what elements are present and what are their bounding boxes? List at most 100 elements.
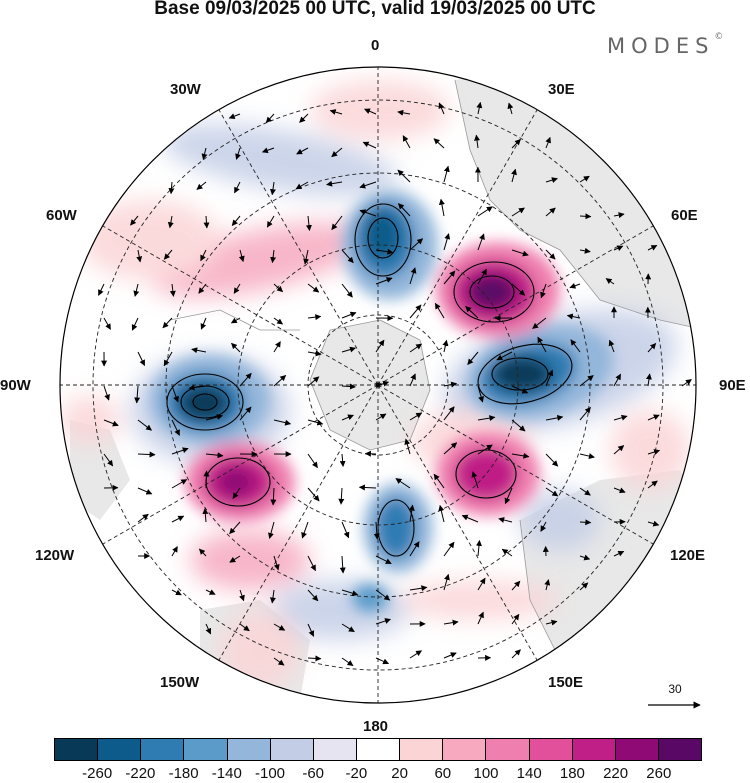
wind-arrow xyxy=(307,589,319,602)
wind-arrow xyxy=(443,573,450,591)
wind-arrow xyxy=(579,554,591,561)
wind-arrow xyxy=(511,385,529,394)
wind-arrow xyxy=(511,207,525,217)
lon-label-60w: 60W xyxy=(46,207,77,224)
wind-arrow xyxy=(613,245,624,252)
wind-arrow xyxy=(442,339,449,353)
wind-arrow xyxy=(270,249,277,264)
wind-arrow xyxy=(409,541,420,557)
lon-label-120e: 120E xyxy=(670,547,706,564)
wind-arrow xyxy=(579,175,590,183)
wind-arrow xyxy=(341,414,354,421)
wind-arrow xyxy=(511,580,521,591)
wind-arrow xyxy=(307,623,315,637)
wind-arrow xyxy=(443,541,455,557)
wind-arrow xyxy=(341,249,354,264)
colorbar-swatch xyxy=(141,739,185,760)
wind-arrow xyxy=(443,381,458,388)
colorbar-tick-label: -100 xyxy=(254,765,286,782)
wind-arrow xyxy=(238,249,245,263)
wind-arrow xyxy=(167,215,174,229)
wind-arrow xyxy=(362,141,377,149)
wind-arrow xyxy=(375,277,393,285)
wind-arrow xyxy=(511,249,529,257)
wind-arrow xyxy=(409,267,417,285)
wind-arrow xyxy=(270,487,277,506)
wind-arrow xyxy=(647,520,660,527)
wind-arrow xyxy=(205,452,224,459)
wind-arrow xyxy=(239,623,250,632)
wind-arrow xyxy=(498,517,513,523)
wind-arrow xyxy=(532,317,547,329)
graticule xyxy=(60,67,696,703)
wind-arrow xyxy=(234,181,241,194)
wind-arrow xyxy=(438,102,445,115)
wind-arrow xyxy=(163,249,173,260)
wind-arrow xyxy=(341,346,356,353)
wind-arrow xyxy=(474,134,480,149)
wind-arrow xyxy=(134,385,141,404)
wind-arrow xyxy=(375,589,391,601)
wind-arrow xyxy=(545,249,556,260)
colorbar-tick-label: 220 xyxy=(603,765,629,782)
wind-arrow xyxy=(511,452,530,459)
wind-arrow xyxy=(511,283,526,296)
lon-label-60e: 60E xyxy=(671,207,698,224)
wind-arrow xyxy=(162,317,173,329)
colorbar-tick-label: -140 xyxy=(211,765,242,782)
wind-arrow xyxy=(397,109,411,116)
wind-arrow xyxy=(171,447,189,455)
wind-arrow xyxy=(579,375,594,387)
wind-arrow xyxy=(231,342,241,353)
wind-arrow xyxy=(202,508,209,523)
wind-arrow xyxy=(133,283,140,297)
wind-arrow xyxy=(329,109,343,115)
wind-arrow xyxy=(232,487,241,499)
wind-arrow xyxy=(273,419,292,426)
wind-arrow xyxy=(103,453,114,467)
wind-arrow xyxy=(409,412,423,421)
wind-arrow xyxy=(402,135,411,149)
wind-arrow xyxy=(307,283,320,293)
wind-arrow xyxy=(443,165,450,183)
wind-arrow xyxy=(230,317,241,324)
wind-arrow xyxy=(201,147,208,160)
colorbar-tick-label: -260 xyxy=(82,765,113,782)
colorbar-swatch xyxy=(227,739,271,760)
coastlines xyxy=(169,79,696,691)
wind-arrow xyxy=(273,317,284,325)
wind-arrow xyxy=(375,657,390,665)
wind-arrow xyxy=(266,215,275,228)
wind-arrow xyxy=(171,589,182,596)
colorbar-swatch xyxy=(486,739,530,760)
lon-label-90w: 90W xyxy=(0,377,31,394)
wind-arrow xyxy=(228,113,241,119)
wind-arrow xyxy=(545,207,556,217)
wind-arrow xyxy=(198,548,207,557)
lon-label-150w: 150W xyxy=(160,674,200,691)
wind-arrow xyxy=(579,247,591,254)
wind-arrow xyxy=(307,419,324,426)
map-border xyxy=(59,66,697,704)
wind-arrow xyxy=(375,618,391,625)
colorbar-tick-label: -180 xyxy=(168,765,199,782)
wind-arrow xyxy=(507,102,514,115)
wind-arrow xyxy=(331,215,343,231)
wind-arrow xyxy=(188,384,207,391)
wind-arrow xyxy=(359,209,377,217)
wind-arrow xyxy=(438,504,445,523)
lon-label-30w: 30W xyxy=(170,81,201,98)
wind-arrow xyxy=(233,283,241,294)
wind-arrow xyxy=(566,313,581,320)
colorbar-swatch xyxy=(615,739,659,760)
wind-arrow xyxy=(443,442,458,455)
wind-arrow xyxy=(375,555,392,565)
wind-arrow xyxy=(545,177,558,183)
wind-arrow xyxy=(307,487,320,502)
wind-arrow xyxy=(477,385,484,403)
wind-arrow xyxy=(136,249,143,263)
wind-arrow xyxy=(231,215,241,226)
wind-arrow xyxy=(511,138,521,149)
wind-arrow xyxy=(261,147,275,154)
wind-arrow xyxy=(477,444,493,455)
